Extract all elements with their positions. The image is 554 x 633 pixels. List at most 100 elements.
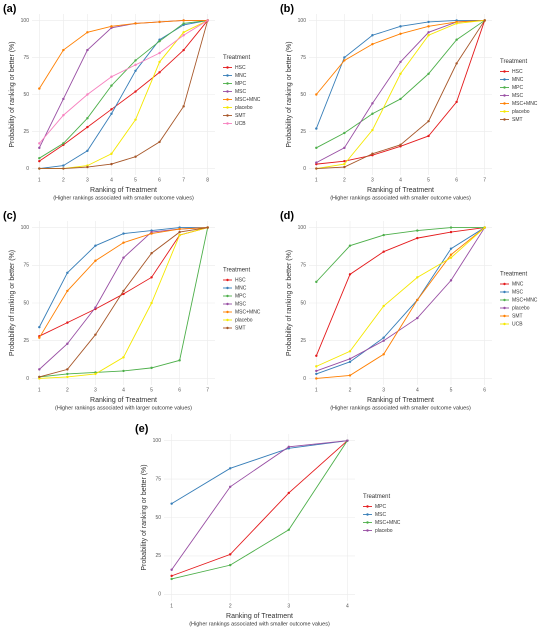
y-tick-label: 50 — [23, 300, 29, 306]
y-tick-label: 0 — [303, 376, 306, 382]
data-point — [343, 146, 346, 150]
data-point — [62, 142, 65, 145]
data-point — [158, 71, 161, 74]
data-point — [371, 152, 374, 155]
series-line — [171, 440, 348, 577]
legend-label: MSC+MNC — [375, 520, 401, 526]
legend-swatch-dot — [226, 326, 229, 330]
legend-swatch-dot — [226, 66, 229, 69]
series-line — [316, 227, 485, 375]
data-point — [62, 97, 65, 101]
legend-swatch-dot — [226, 302, 229, 306]
x-tick-label: 5 — [450, 387, 453, 393]
legend-swatch-dot — [503, 298, 506, 302]
data-point — [343, 59, 346, 62]
x-tick-label: 5 — [134, 177, 137, 183]
y-axis-label: Probability of ranking or better (%) — [9, 41, 16, 147]
x-tick-label: 4 — [346, 603, 349, 609]
data-point — [399, 25, 402, 28]
data-point — [38, 142, 41, 145]
data-point — [122, 256, 125, 259]
subtitle: (Higher rankings associated with smaller… — [330, 405, 471, 411]
series-line — [316, 227, 486, 372]
legend-swatch-dot — [503, 306, 506, 310]
legend-label: MNC — [512, 281, 524, 287]
x-axis-label: Ranking of Treatment — [367, 397, 434, 404]
data-point — [371, 128, 374, 132]
legend-swatch-dot — [366, 513, 369, 516]
y-axis-label: Probability of ranking or better (%) — [9, 250, 16, 356]
data-point — [449, 226, 453, 229]
data-point — [315, 372, 318, 376]
data-point — [110, 112, 113, 115]
data-point — [427, 31, 430, 34]
legend-swatch-dot — [503, 70, 506, 73]
series-line — [39, 19, 208, 170]
x-tick-label: 1 — [38, 177, 41, 183]
data-point — [427, 25, 430, 28]
x-tick-label: 3 — [287, 603, 290, 609]
data-point — [343, 131, 346, 135]
data-point — [315, 369, 318, 373]
legend-label: MNC — [512, 77, 524, 83]
data-point — [66, 271, 69, 275]
data-point — [134, 22, 137, 25]
x-tick-label: 3 — [371, 177, 374, 183]
legend-title: Treatment — [500, 272, 527, 278]
data-point — [315, 93, 318, 96]
y-axis-label: Probability of ranking or better (%) — [141, 464, 148, 570]
y-tick-label: 75 — [300, 55, 306, 61]
data-point — [158, 51, 161, 55]
legend-swatch-dot — [226, 82, 229, 85]
data-point — [182, 22, 185, 25]
data-point — [66, 342, 69, 345]
legend-swatch-dot — [226, 106, 229, 109]
data-point — [287, 491, 290, 495]
data-point — [399, 72, 402, 75]
data-point — [86, 125, 89, 129]
x-tick-label: 2 — [66, 387, 69, 393]
data-point — [449, 230, 453, 234]
data-point — [382, 353, 385, 356]
data-point — [229, 553, 232, 556]
data-point — [62, 48, 65, 52]
data-point — [416, 236, 419, 240]
data-point — [134, 118, 137, 121]
y-tick-label: 0 — [158, 592, 161, 598]
y-tick-label: 50 — [300, 92, 306, 98]
data-point — [158, 39, 161, 43]
legend-swatch-dot — [226, 318, 229, 322]
data-point — [483, 226, 486, 229]
x-tick-label: 5 — [427, 177, 430, 183]
data-point — [62, 167, 65, 170]
data-point — [348, 374, 352, 377]
legend-title: Treatment — [500, 59, 527, 65]
x-axis-label: Ranking of Treatment — [90, 397, 157, 404]
data-point — [287, 445, 290, 449]
y-tick-label: 50 — [155, 515, 161, 521]
data-point — [343, 165, 346, 169]
data-point — [158, 20, 161, 24]
legend-swatch-dot — [503, 314, 506, 318]
data-point — [66, 321, 69, 324]
data-point — [382, 304, 385, 308]
data-point — [182, 34, 185, 37]
y-tick-label: 25 — [300, 129, 306, 135]
data-point — [371, 102, 374, 105]
legend-label: MSC+MNC — [235, 97, 261, 103]
x-tick-label: 1 — [170, 603, 173, 609]
data-point — [38, 368, 41, 371]
data-point — [182, 19, 185, 22]
subtitle: (Higher rankings associated with smaller… — [53, 195, 194, 201]
legend-label: MSC — [512, 289, 524, 295]
data-point — [427, 119, 430, 123]
subtitle: (Higher rankings associated with smaller… — [189, 621, 330, 627]
legend-swatch-dot — [366, 505, 369, 508]
x-tick-label: 4 — [416, 387, 419, 393]
series-line — [39, 20, 209, 170]
data-point — [315, 146, 318, 150]
data-point — [86, 165, 89, 169]
data-point — [455, 22, 458, 25]
data-point — [178, 359, 181, 362]
data-point — [427, 34, 430, 37]
